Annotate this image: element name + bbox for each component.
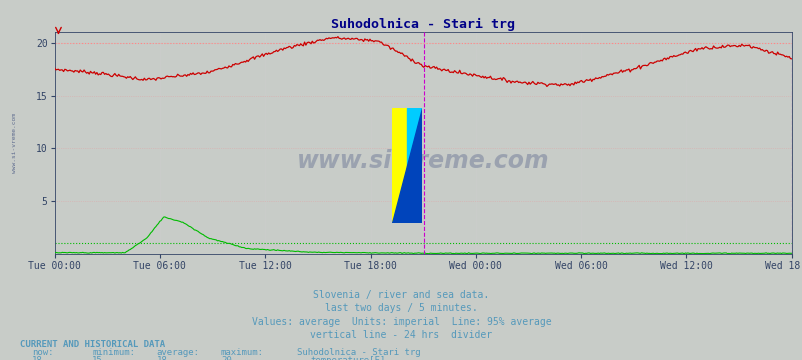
Text: CURRENT AND HISTORICAL DATA: CURRENT AND HISTORICAL DATA xyxy=(20,340,165,349)
Text: 15: 15 xyxy=(92,356,103,360)
Text: now:: now: xyxy=(32,348,54,357)
Text: www.si-vreme.com: www.si-vreme.com xyxy=(297,149,549,173)
Text: temperature[F]: temperature[F] xyxy=(310,356,386,360)
Text: Values: average  Units: imperial  Line: 95% average: Values: average Units: imperial Line: 95… xyxy=(251,317,551,327)
Text: 18: 18 xyxy=(32,356,43,360)
Text: 20: 20 xyxy=(221,356,231,360)
Title: Suhodolnica - Stari trg: Suhodolnica - Stari trg xyxy=(330,18,515,31)
Text: Suhodolnica - Stari trg: Suhodolnica - Stari trg xyxy=(297,348,420,357)
Text: www.si-vreme.com: www.si-vreme.com xyxy=(11,113,17,173)
Bar xyxy=(407,108,422,223)
Polygon shape xyxy=(391,108,422,223)
Text: maximum:: maximum: xyxy=(221,348,264,357)
Text: Slovenia / river and sea data.: Slovenia / river and sea data. xyxy=(313,290,489,300)
Text: last two days / 5 minutes.: last two days / 5 minutes. xyxy=(325,303,477,313)
Text: vertical line - 24 hrs  divider: vertical line - 24 hrs divider xyxy=(310,330,492,340)
Text: minimum:: minimum: xyxy=(92,348,136,357)
Bar xyxy=(391,108,407,223)
Text: average:: average: xyxy=(156,348,200,357)
Text: 18: 18 xyxy=(156,356,167,360)
